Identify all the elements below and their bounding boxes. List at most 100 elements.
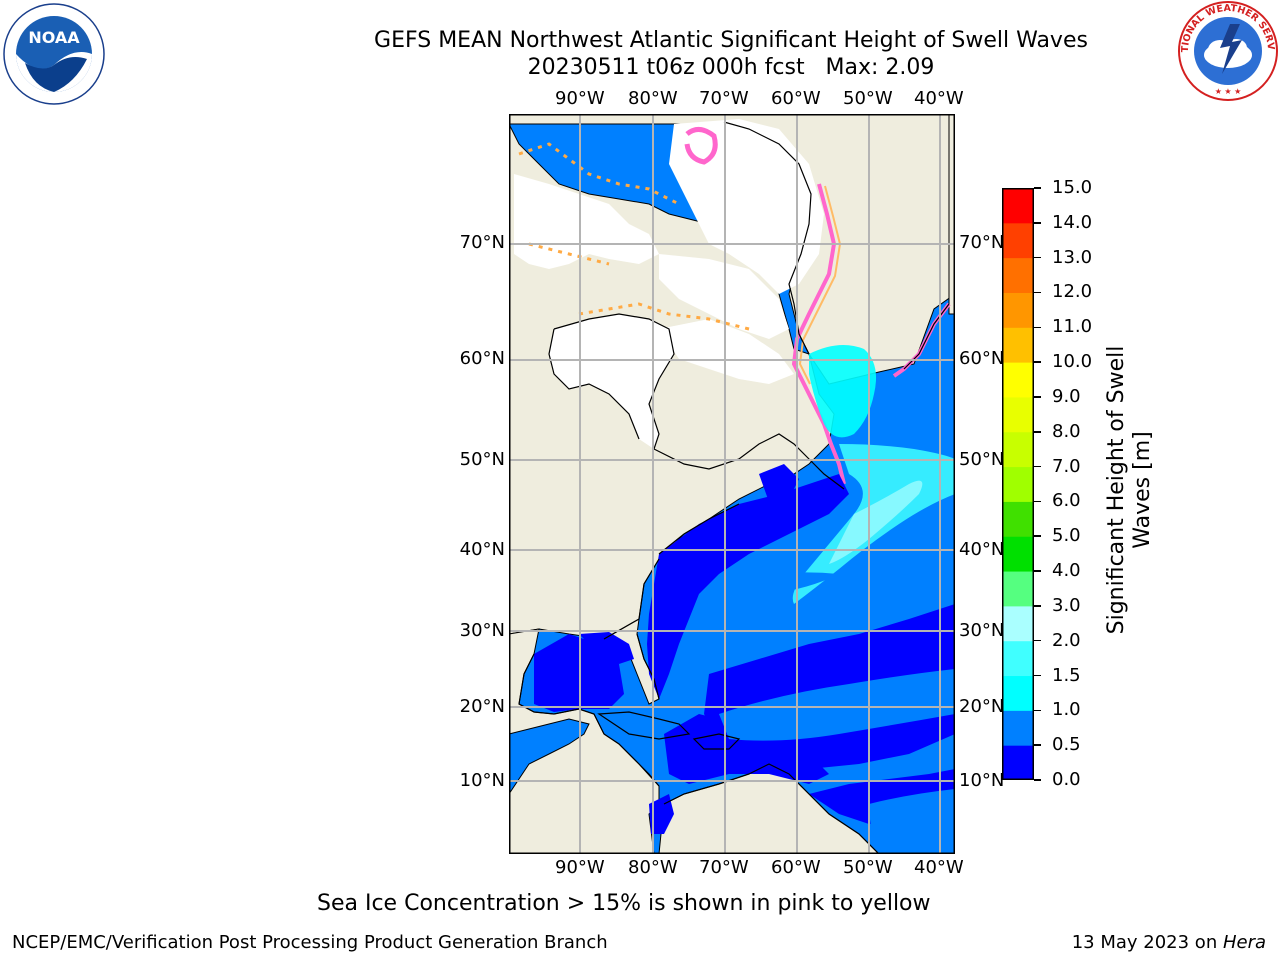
- swell-band-north-atlantic-core: [829, 480, 923, 564]
- colorbar-segment: [1002, 710, 1034, 746]
- colorbar-segment: [1002, 292, 1034, 328]
- colorbar-segment: [1002, 640, 1034, 677]
- colorbar-tick-label: 0.0: [1052, 769, 1081, 790]
- colorbar-frame: [1002, 188, 1034, 780]
- noaa-logo: NOAA: [3, 3, 105, 105]
- colorbar-tick-mark: [1034, 256, 1041, 259]
- footer-left: NCEP/EMC/Verification Post Processing Pr…: [12, 932, 608, 953]
- colorbar-tick-label: 0.5: [1052, 734, 1081, 756]
- colorbar-tick-label: 9.0: [1052, 385, 1081, 407]
- colorbar: [1002, 188, 1034, 781]
- colorbar-tick-mark: [1034, 291, 1041, 294]
- low-swell-hudson: [759, 464, 799, 502]
- low-swell-yucatan: [649, 794, 674, 834]
- mid-swell-stripe-1: [739, 572, 839, 595]
- colorbar-tick-mark: [1034, 709, 1041, 712]
- colorbar-svg: [1002, 188, 1034, 781]
- colorbar-tick-label: 14.0: [1052, 211, 1093, 233]
- lat-label-right-50n: 50°N: [959, 449, 1005, 470]
- lat-label-left-10n: 10°N: [459, 770, 505, 791]
- colorbar-segment: [1002, 362, 1034, 398]
- colorbar-tick-label: 12.0: [1052, 281, 1093, 303]
- colorbar-ticks: 0.0 0.5 1.0 1.5 2.0 3.0 4.0 5.0 6.0 7.0 8.0 9.0 10.0…: [1034, 177, 1104, 790]
- colorbar-tick-mark: [1034, 187, 1041, 189]
- colorbar-tick-label: 10.0: [1052, 351, 1093, 373]
- title-line-1: GEFS MEAN Northwest Atlantic Significant…: [374, 28, 1088, 53]
- lat-label-right-70n: 70°N: [959, 232, 1005, 253]
- svg-text:★ ★ ★: ★ ★ ★: [1215, 87, 1242, 96]
- lon-label-top-60w: 60°W: [771, 88, 821, 109]
- low-swell-cuba: [579, 632, 634, 664]
- colorbar-tick-label: 13.0: [1052, 246, 1093, 268]
- sea-ice-edge-archipelago: [518, 142, 750, 331]
- map-svg: [508, 113, 956, 855]
- footer-date: 13 May 2023 on: [1071, 932, 1223, 953]
- colorbar-tick-mark: [1034, 361, 1041, 363]
- footer-host: Hera: [1222, 932, 1266, 953]
- lat-label-left-60n: 60°N: [459, 348, 505, 369]
- lon-label-bottom-90w: 90°W: [555, 857, 605, 878]
- ice-caption: Sea Ice Concentration > 15% is shown in …: [317, 891, 931, 916]
- lat-label-left-20n: 20°N: [459, 696, 505, 717]
- colorbar-label: Significant Height of Swell Waves [m]: [1104, 340, 1164, 640]
- colorbar-tick-label: 1.0: [1052, 699, 1081, 721]
- lat-label-right-40n: 40°N: [959, 539, 1005, 560]
- lon-label-bottom-40w: 40°W: [914, 857, 964, 878]
- ice-nodata-archipelago: [514, 174, 659, 269]
- colorbar-tick-label: 8.0: [1052, 420, 1081, 442]
- colorbar-tick-mark: [1034, 465, 1041, 468]
- ice-nodata-labrador: [659, 319, 794, 384]
- colorbar-tick-mark: [1034, 674, 1041, 677]
- sea-ice-edge-labrador-outer: [798, 185, 842, 385]
- lat-label-left-50n: 50°N: [459, 449, 505, 470]
- lon-label-top-40w: 40°W: [914, 88, 964, 109]
- colorbar-tick-label: 7.0: [1052, 455, 1081, 477]
- colorbar-tick-label: 4.0: [1052, 560, 1081, 582]
- swell-band-labrador-sea: [809, 345, 877, 438]
- colorbar-tick-label: 5.0: [1052, 525, 1081, 547]
- lat-label-right-10n: 10°N: [959, 770, 1005, 791]
- lon-label-top-90w: 90°W: [555, 88, 605, 109]
- colorbar-segment: [1002, 745, 1034, 781]
- colorbar-tick-mark: [1034, 779, 1041, 781]
- sea-ice-edge-labrador: [791, 183, 846, 485]
- colorbar-segment: [1002, 466, 1034, 502]
- colorbar-segment: [1002, 675, 1034, 711]
- lat-label-left-40n: 40°N: [459, 539, 505, 560]
- colorbar-segment: [1002, 257, 1034, 293]
- colorbar-segment: [1002, 571, 1034, 607]
- graticule: [509, 114, 955, 854]
- colorbar-tick-mark: [1034, 222, 1041, 224]
- colorbar-segment: [1002, 501, 1034, 537]
- colorbar-tick-mark: [1034, 605, 1041, 607]
- mid-swell-stripe-4: [869, 789, 955, 854]
- colorbar-tick-mark: [1034, 431, 1041, 433]
- colorbar-segment: [1002, 431, 1034, 468]
- lat-label-right-20n: 20°N: [959, 696, 1005, 717]
- lon-label-bottom-50w: 50°W: [843, 857, 893, 878]
- map-frame: [509, 114, 955, 854]
- colorbar-tick-label: 3.0: [1052, 594, 1081, 616]
- lon-label-bottom-60w: 60°W: [771, 857, 821, 878]
- noaa-logo-text: NOAA: [28, 28, 80, 47]
- colorbar-tick-label: 2.0: [1052, 629, 1081, 651]
- colorbar-tick-label: 11.0: [1052, 316, 1093, 338]
- lon-label-top-50w: 50°W: [843, 88, 893, 109]
- lon-label-bottom-70w: 70°W: [699, 857, 749, 878]
- lon-label-top-80w: 80°W: [628, 88, 678, 109]
- low-swell-caribbean: [664, 714, 829, 784]
- lat-label-right-60n: 60°N: [959, 348, 1005, 369]
- colorbar-tick-label: 15.0: [1052, 177, 1093, 198]
- colorbar-segment: [1002, 605, 1034, 642]
- colorbar-segment: [1002, 188, 1034, 224]
- colorbar-tick-mark: [1034, 535, 1041, 537]
- title-line-2: 20230511 t06z 000h fcst Max: 2.09: [527, 55, 935, 80]
- colorbar-tick-mark: [1034, 396, 1041, 398]
- sea-ice-edge-greenland: [684, 127, 718, 165]
- lat-label-left-70n: 70°N: [459, 232, 505, 253]
- ice-nodata-greenland: [669, 119, 824, 294]
- colorbar-segment: [1002, 222, 1034, 259]
- colorbar-segment: [1002, 396, 1034, 433]
- colorbar-tick-mark: [1034, 570, 1041, 572]
- colorbar-label-text: Significant Height of Swell Waves [m]: [1104, 345, 1155, 635]
